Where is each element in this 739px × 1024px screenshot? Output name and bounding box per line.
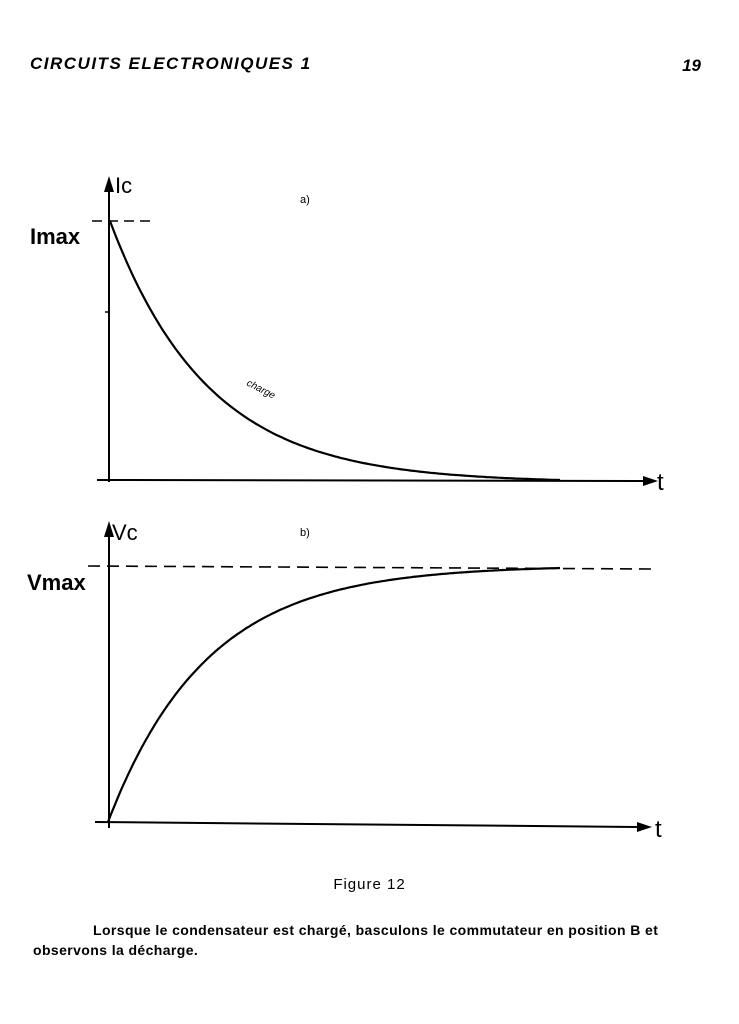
panel-b-y-axis-label: Vc — [112, 520, 138, 545]
panel-a-x-axis-label: t — [657, 469, 664, 496]
panel-b-x-axis-label: t — [655, 816, 662, 843]
panel-a: Ic a) Imax charge t — [30, 173, 664, 496]
panel-b-x-axis — [94, 821, 643, 828]
body-paragraph: Lorsque le condensateur est chargé, basc… — [33, 920, 723, 960]
panel-a-imax-label: Imax — [30, 224, 81, 249]
body-paragraph-text: Lorsque le condensateur est chargé, basc… — [33, 922, 659, 958]
panel-a-x-axis — [96, 479, 649, 482]
panel-b-vmax-dashed-line — [87, 565, 653, 570]
panel-a-curve-label: charge — [245, 378, 278, 402]
panel-b-tag: b) — [300, 527, 310, 539]
panel-a-y-axis-label: Ic — [115, 173, 132, 198]
panel-a-tag: a) — [300, 194, 310, 206]
panel-b-x-arrowhead — [637, 822, 652, 832]
page-number: 19 — [682, 56, 701, 75]
figure-caption: Figure 12 — [333, 876, 406, 893]
panel-b-y-arrowhead — [104, 521, 114, 537]
panel-a-current-decay-curve — [108, 220, 561, 482]
panel-a-x-arrowhead — [643, 476, 658, 486]
running-header-title: CIRCUITS ELECTRONIQUES 1 — [30, 54, 312, 73]
panel-b-vmax-label: Vmax — [27, 570, 86, 595]
panel-b-voltage-rise-curve — [106, 566, 561, 823]
panel-b: Vc b) Vmax t — [27, 520, 662, 843]
panel-a-y-arrowhead — [104, 176, 114, 192]
